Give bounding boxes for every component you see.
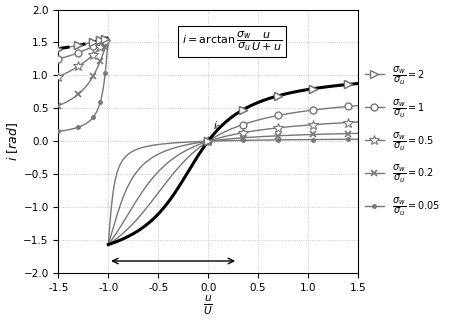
Legend: $\dfrac{\sigma_w}{\sigma_u}=2$, $\dfrac{\sigma_w}{\sigma_u}=1$, $\dfrac{\sigma_w: $\dfrac{\sigma_w}{\sigma_u}=2$, $\dfrac{…	[361, 60, 444, 222]
Y-axis label: $i\ [rad]$: $i\ [rad]$	[5, 122, 21, 161]
Text: $i = \arctan\dfrac{\sigma_w}{\sigma_u}\dfrac{u}{U+u}$: $i = \arctan\dfrac{\sigma_w}{\sigma_u}\d…	[182, 29, 282, 53]
X-axis label: $\frac{u}{U}$: $\frac{u}{U}$	[203, 294, 213, 318]
Text: $i_0$: $i_0$	[213, 120, 222, 133]
